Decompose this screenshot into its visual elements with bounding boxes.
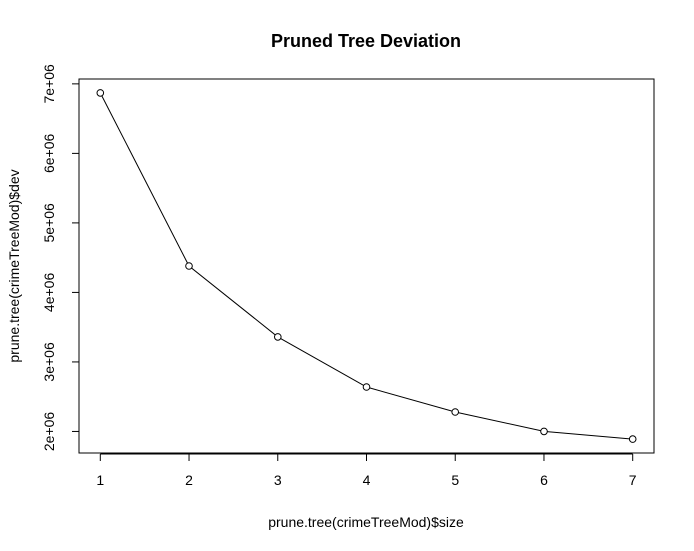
x-tick-label: 3 (274, 472, 282, 488)
y-tick-label: 4e+06 (41, 273, 57, 313)
data-point (362, 383, 371, 391)
chart-title: Pruned Tree Deviation (271, 31, 461, 51)
data-point (451, 408, 460, 416)
data-point (96, 89, 105, 97)
y-axis-title: prune.tree(crimeTreeMod)$dev (6, 169, 22, 362)
data-points (96, 89, 637, 443)
y-tick-label: 2e+06 (41, 412, 57, 452)
data-point (185, 262, 193, 270)
x-tick-label: 7 (629, 472, 637, 488)
y-tick-label: 5e+06 (41, 203, 57, 243)
data-point (628, 435, 637, 443)
x-tick-label: 5 (451, 472, 459, 488)
x-tick-label: 1 (96, 472, 104, 488)
y-tick-label: 3e+06 (41, 342, 57, 382)
x-axis: 1 2 3 4 5 6 7 (96, 453, 637, 488)
data-point (540, 427, 548, 436)
y-tick-label: 7e+06 (41, 64, 57, 104)
x-tick-label: 6 (540, 472, 548, 488)
y-tick-label: 6e+06 (41, 134, 57, 174)
x-axis-title: prune.tree(crimeTreeMod)$size (268, 514, 464, 530)
y-axis: 2e+06 3e+06 4e+06 5e+06 6e+06 7e+06 (41, 64, 80, 452)
x-tick-label: 4 (363, 472, 371, 488)
data-point (274, 333, 282, 341)
x-tick-label: 2 (185, 472, 193, 488)
